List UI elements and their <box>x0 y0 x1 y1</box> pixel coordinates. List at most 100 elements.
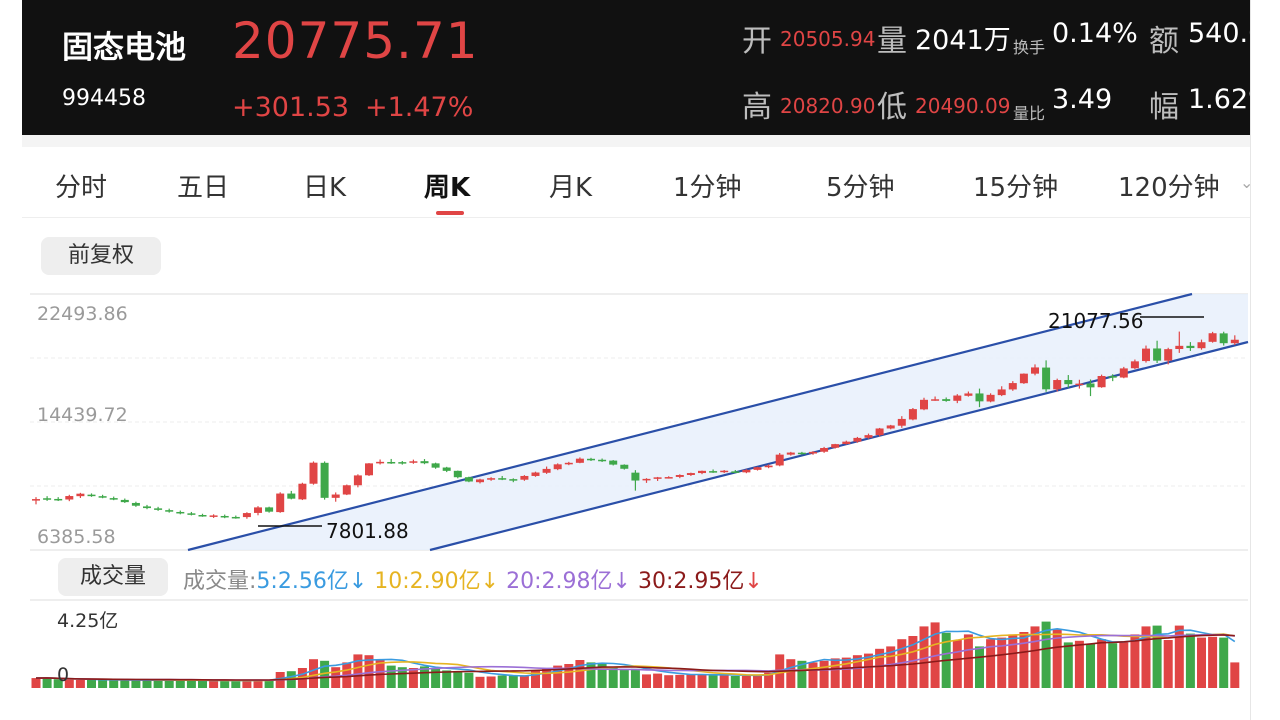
candle <box>975 393 984 402</box>
candle <box>76 493 85 497</box>
candle <box>986 394 995 402</box>
volume-bar <box>653 673 663 688</box>
candle <box>431 463 440 468</box>
candle <box>254 507 262 513</box>
candle <box>65 496 74 500</box>
candle <box>698 470 706 474</box>
candle <box>731 471 740 473</box>
tab-1min[interactable]: 1分钟 <box>673 173 742 203</box>
candle <box>542 468 551 473</box>
candle <box>1164 349 1173 361</box>
candle <box>453 470 462 478</box>
trend-channel-upper-line <box>187 292 1193 552</box>
candle <box>1130 361 1139 369</box>
candle <box>165 510 174 512</box>
candle <box>853 437 862 442</box>
candle <box>908 409 917 420</box>
volume-value: 2041万 <box>915 25 1011 56</box>
candle <box>276 493 285 513</box>
volume-bar <box>42 677 52 688</box>
high-value: 20820.90 <box>780 94 876 118</box>
volume-bar <box>1030 626 1040 688</box>
tab-daily-k[interactable]: 日K <box>303 173 347 203</box>
candle <box>920 399 928 410</box>
price-axis-mid: 14439.72 <box>37 404 128 426</box>
volume-bar <box>597 664 607 688</box>
period-tabs: 分时 五日 日K 周K 月K 1分钟 5分钟 15分钟 120分钟 ⌄ <box>22 147 1253 218</box>
candle <box>387 461 396 464</box>
candle <box>1230 339 1239 344</box>
volume-bar <box>420 666 429 688</box>
candle <box>1042 367 1051 390</box>
candle <box>609 460 618 465</box>
volume-bar <box>630 668 640 688</box>
adjust-button[interactable]: 前复权 <box>41 237 161 275</box>
volume-bar <box>686 674 696 688</box>
tab-120min[interactable]: 120分钟 <box>1118 173 1220 203</box>
candle <box>1153 348 1162 361</box>
candle <box>87 494 96 497</box>
volume-bar <box>286 671 296 688</box>
volume-bar <box>464 672 474 688</box>
turnover-value: 0.14% <box>1052 18 1138 49</box>
volume-bar <box>819 660 829 688</box>
volume-bar <box>275 672 285 688</box>
low-label: 低 <box>877 90 907 125</box>
volume-bar <box>1052 629 1062 688</box>
volume-ratio-label: 量比 <box>1013 104 1046 123</box>
volume-bar <box>741 676 751 688</box>
tab-5min[interactable]: 5分钟 <box>826 173 895 203</box>
candle <box>520 475 529 480</box>
candle <box>1086 383 1095 388</box>
volume-bar <box>364 655 374 688</box>
volume-bar <box>586 662 596 688</box>
volume-bar <box>175 680 185 688</box>
volume-bar <box>575 660 585 688</box>
volume-bar <box>131 680 141 688</box>
candle <box>675 474 684 477</box>
volume-bar <box>975 646 984 688</box>
volume-bar <box>875 648 885 688</box>
tab-monthly-k[interactable]: 月K <box>549 173 593 203</box>
candle <box>797 452 806 455</box>
candle <box>753 467 762 470</box>
candle <box>931 399 940 401</box>
down-arrow-icon: ↓ <box>348 569 368 594</box>
volume-bar <box>198 680 207 688</box>
candle <box>1175 345 1184 350</box>
candle <box>575 458 584 463</box>
candle <box>320 462 329 498</box>
candle <box>1219 333 1228 344</box>
candle <box>154 508 163 510</box>
candle <box>298 483 307 500</box>
volume-bar <box>719 674 729 688</box>
volume-bar <box>1019 632 1029 688</box>
volume-bar <box>64 679 74 688</box>
tab-intraday[interactable]: 分时 <box>55 173 108 203</box>
tab-15min[interactable]: 15分钟 <box>973 173 1059 203</box>
candle <box>886 425 895 429</box>
volume-button[interactable]: 成交量 <box>58 558 168 596</box>
candle <box>653 477 662 479</box>
volume-bar <box>553 665 563 688</box>
volume-bar <box>297 668 307 688</box>
candle <box>1008 383 1017 390</box>
candle <box>1031 367 1039 374</box>
candle <box>109 498 118 500</box>
tab-weekly-k[interactable]: 周K <box>424 173 471 203</box>
candle <box>809 451 817 454</box>
candle <box>342 485 351 495</box>
price-change-pct: +1.47% <box>365 92 474 123</box>
candle <box>409 461 418 463</box>
right-edge <box>1250 0 1280 720</box>
volume-bar <box>508 676 518 688</box>
candle <box>287 493 296 499</box>
candle <box>564 462 573 465</box>
candle <box>764 465 773 468</box>
candle <box>964 393 973 396</box>
volume-bar <box>963 634 973 688</box>
candle <box>209 515 218 517</box>
tab-five-day[interactable]: 五日 <box>177 173 230 203</box>
high-marker-label: 21077.56 <box>1048 309 1143 333</box>
volume-bar <box>331 667 341 688</box>
